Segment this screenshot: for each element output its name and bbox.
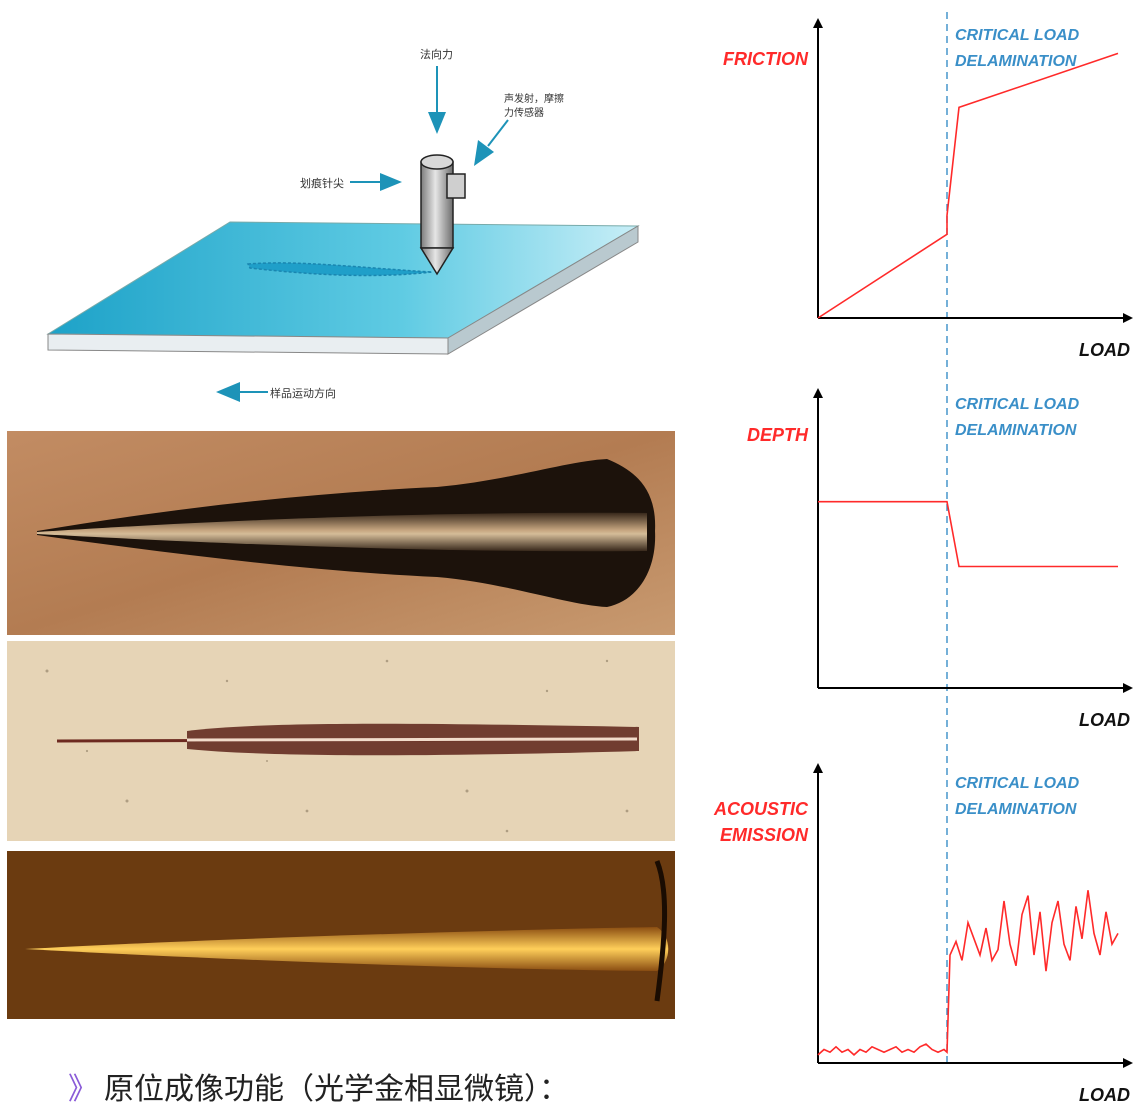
series-line — [818, 500, 1118, 568]
caption-marker-icon: 》 — [68, 1072, 98, 1107]
sample-motion-arrow-icon — [216, 382, 268, 402]
critical-load-annotation: CRITICAL LOAD — [955, 775, 1080, 792]
series-line — [817, 52, 1119, 319]
y-axis-arrow-icon — [813, 388, 823, 398]
critical-load-annotation: CRITICAL LOAD — [955, 396, 1080, 413]
sensor-label: 声发射，摩擦 力传感器 — [504, 93, 564, 121]
sample-motion-label: 样品运动方向 — [270, 387, 336, 400]
y-axis-label: DEPTH — [747, 425, 809, 445]
caption-text: 原位成像功能（光学金相显微镜）： — [104, 1072, 569, 1107]
scratch-micrograph-1 — [7, 431, 675, 635]
series-line — [817, 890, 1119, 1056]
x-axis-label: LOAD — [1079, 340, 1130, 360]
scratch-test-schematic — [46, 66, 640, 402]
x-axis-arrow-icon — [1123, 683, 1133, 693]
y-axis-label: ACOUSTIC — [713, 799, 809, 819]
stylus-tip-label: 划痕针尖 — [300, 177, 344, 190]
scratch-micrograph-2 — [7, 641, 675, 841]
normal-force-label: 法向力 — [420, 48, 453, 61]
stylus-tip-arrow-icon — [350, 173, 402, 191]
y-axis-arrow-icon — [813, 18, 823, 28]
scratch-track — [246, 262, 433, 277]
caption: 》原位成像功能（光学金相显微镜）： — [68, 1064, 569, 1108]
sample-plate — [46, 221, 640, 355]
x-axis-arrow-icon — [1123, 313, 1133, 323]
sensor-arrow-icon — [474, 119, 509, 166]
y-axis-label: FRICTION — [723, 49, 809, 69]
critical-load-annotation: DELAMINATION — [955, 422, 1077, 439]
x-axis-label: LOAD — [1079, 1085, 1130, 1105]
critical-load-annotation: DELAMINATION — [955, 801, 1077, 818]
sensor-label-line-2: 力传感器 — [504, 108, 544, 119]
critical-load-annotation: CRITICAL LOAD — [955, 27, 1080, 44]
y-axis-arrow-icon — [813, 763, 823, 773]
critical-load-charts: FRICTION LOAD CRITICAL LOAD DELAMINATION DEP… — [713, 12, 1133, 1105]
x-axis-label: LOAD — [1079, 710, 1130, 730]
scratch-micrograph-3 — [7, 851, 675, 1019]
stylus — [419, 154, 466, 276]
sensor-label-line-1: 声发射，摩擦 — [504, 94, 564, 105]
normal-force-arrow-icon — [428, 66, 446, 134]
critical-load-annotation: DELAMINATION — [955, 53, 1077, 70]
y-axis-label: EMISSION — [720, 825, 809, 845]
x-axis-arrow-icon — [1123, 1058, 1133, 1068]
